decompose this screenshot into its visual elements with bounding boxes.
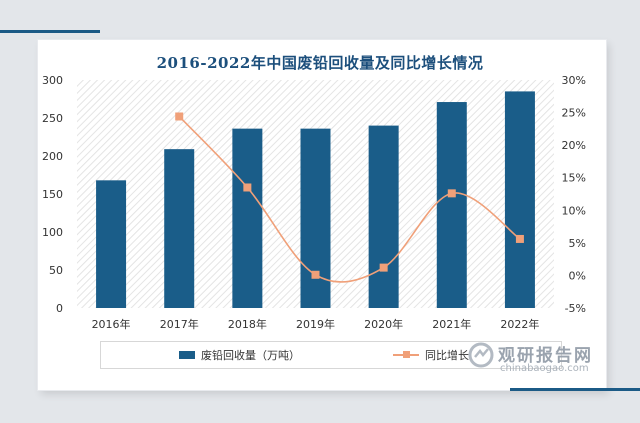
y-right-tick-label: 20% xyxy=(562,139,586,152)
watermark-name: 观研报告网 xyxy=(498,346,593,366)
y-left-tick-label: 0 xyxy=(56,302,63,315)
bar-2021年 xyxy=(436,102,467,308)
x-tick-label: 2019年 xyxy=(296,317,335,331)
growth-marker-2022年 xyxy=(515,234,524,243)
legend-label-bar: 废铅回收量（万吨） xyxy=(201,349,300,362)
corner-accent-bottom xyxy=(510,388,640,391)
x-tick-label: 2018年 xyxy=(228,317,267,331)
y-right-tick-label: 0% xyxy=(569,269,586,282)
y-left-tick-label: 300 xyxy=(42,74,63,87)
legend-swatch-line xyxy=(393,351,419,358)
growth-marker-2020年 xyxy=(379,263,388,272)
y-left-tick-label: 50 xyxy=(49,264,63,277)
watermark: 观研报告网 chinabaogao.com xyxy=(468,338,618,378)
legend-swatch-bar xyxy=(179,351,195,359)
y-right-tick-label: 5% xyxy=(569,237,586,250)
bar-2022年 xyxy=(504,91,535,309)
bar-2016年 xyxy=(96,180,127,308)
x-tick-label: 2017年 xyxy=(160,317,199,331)
legend-label-line: 同比增长 xyxy=(425,349,469,362)
x-tick-label: 2021年 xyxy=(432,317,471,331)
bar-2017年 xyxy=(164,149,195,308)
y-left-tick-label: 200 xyxy=(42,150,63,163)
bar-2020年 xyxy=(368,125,399,308)
x-tick-label: 2022年 xyxy=(500,317,539,331)
chart-title: 2016-2022年中国废铅回收量及同比增长情况 xyxy=(156,54,484,72)
bar-2019年 xyxy=(300,128,331,308)
growth-line xyxy=(178,115,521,283)
growth-marker-2017年 xyxy=(175,112,184,121)
bar-2018年 xyxy=(232,128,263,308)
y-left-tick-label: 150 xyxy=(42,188,63,201)
watermark-logo-icon xyxy=(468,342,494,368)
growth-marker-2018年 xyxy=(243,183,252,192)
y-right-tick-label: 30% xyxy=(562,74,586,87)
growth-marker-2021年 xyxy=(447,189,456,198)
x-tick-label: 2020年 xyxy=(364,317,403,331)
y-right-tick-label: 15% xyxy=(562,172,586,185)
y-left-tick-label: 100 xyxy=(42,226,63,239)
x-tick-label: 2016年 xyxy=(92,317,131,331)
corner-accent-top xyxy=(0,30,100,33)
y-right-tick-label: 25% xyxy=(562,107,586,120)
watermark-url: chinabaogao.com xyxy=(500,363,589,374)
y-right-tick-label: 10% xyxy=(562,204,586,217)
legend-item-bar: 废铅回收量（万吨） xyxy=(179,347,300,363)
legend-item-line: 同比增长 xyxy=(393,347,469,363)
y-left-tick-label: 250 xyxy=(42,112,63,125)
y-right-tick-label: -5% xyxy=(565,302,586,315)
growth-marker-2019年 xyxy=(311,270,320,279)
